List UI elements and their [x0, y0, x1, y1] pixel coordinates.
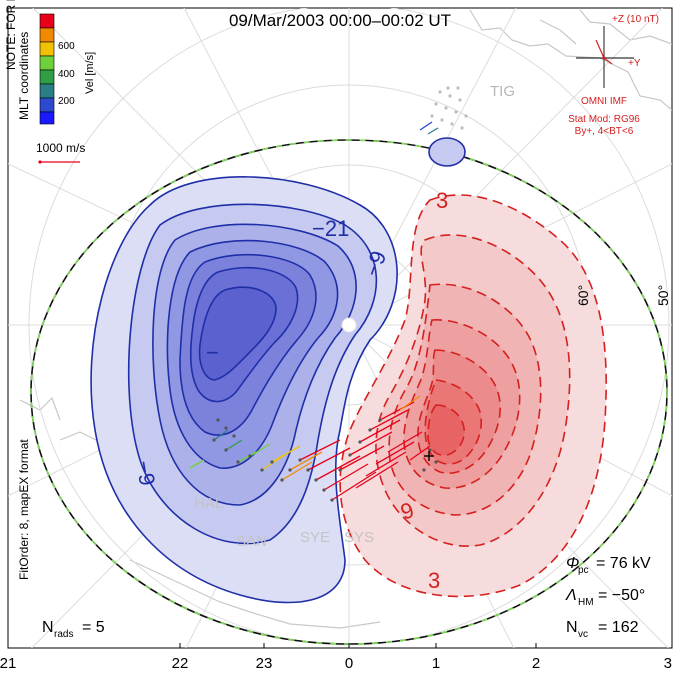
negative-potential-island [428, 137, 466, 167]
contour-label-3-bottom: 3 [428, 568, 440, 593]
velocity-colorbar [39, 13, 55, 125]
phi-pc-stat: Φ pc = 76 kV [566, 555, 651, 576]
lat-label-50: 50° [655, 285, 671, 306]
mlt-tick-3: 3 [664, 655, 672, 672]
n-rads-value: = 5 [82, 619, 105, 636]
station-label-hal: HAL [194, 495, 223, 512]
svg-text:pc: pc [578, 565, 589, 576]
potential-max-cross-icon [424, 451, 434, 461]
lambda-hm-value: = −50° [598, 587, 645, 604]
lambda-hm-stat: Λ HM = −50° [565, 587, 645, 608]
colorbar-tick-400: 400 [58, 69, 75, 80]
colorbar-tick-200: 200 [58, 96, 75, 107]
contour-label-minus: − [206, 340, 219, 365]
preview-note: NOTE: FOR PREVIEW PURPOSES ONLY. PLEASE … [4, 0, 18, 70]
svg-text:N: N [566, 619, 578, 636]
svg-text:vc: vc [578, 629, 588, 640]
positive-potential-cell [339, 194, 607, 598]
station-label-san: SAN [236, 533, 267, 550]
velocity-vectors [189, 121, 439, 501]
map-title: 09/Mar/2003 00:00–00:02 UT [229, 11, 451, 30]
fit-order-label: FitOrder: 8, mapEX format [17, 439, 31, 580]
coords-label: MLT coordinates [17, 32, 31, 120]
stat-model-label: Stat Mod: RG96 [568, 114, 640, 125]
phi-pc-value: = 76 kV [596, 555, 651, 572]
svg-text:Λ: Λ [565, 587, 577, 604]
scale-vector-label: 1000 m/s [36, 141, 85, 155]
n-rads-stat: N rads = 5 [42, 619, 105, 640]
mlt-tick-22: 22 [172, 655, 189, 672]
contour-label-neg21: −21 [312, 216, 349, 241]
negative-potential-cell [90, 176, 398, 604]
svg-text:N: N [42, 619, 54, 636]
svg-text:rads: rads [54, 629, 73, 640]
geomagnetic-pole-marker [341, 317, 357, 333]
mlt-tick-21: 21 [0, 655, 16, 672]
scale-vector [38, 160, 80, 164]
mlt-tick-2: 2 [532, 655, 540, 672]
contour-label-neg9-left: −9 [131, 459, 160, 488]
velocity-vector-origins [212, 418, 438, 502]
n-vc-stat: N vc = 162 [566, 619, 639, 640]
station-label-sye: SYE [300, 529, 330, 546]
imf-z-label: +Z (10 nT) [612, 14, 659, 25]
mlt-tick-1: 1 [432, 655, 440, 672]
mlt-axis [7, 643, 673, 648]
imf-clock-dial [576, 26, 634, 88]
colorbar-label: Vel [m/s] [84, 52, 96, 94]
colorbar-tick-600: 600 [58, 41, 75, 52]
stat-model-condition: By+, 4<BT<6 [575, 126, 634, 137]
imf-source-label: OMNI IMF [581, 96, 627, 107]
contour-label-3-top: 3 [436, 188, 448, 213]
svg-text:Φ: Φ [566, 555, 579, 572]
imf-y-label: +Y [628, 58, 641, 69]
station-label-sys: SYS [344, 529, 374, 546]
lat-label-60: 60° [575, 285, 591, 306]
n-vc-value: = 162 [598, 619, 639, 636]
svg-text:HM: HM [578, 597, 594, 608]
station-label-tig: TIG [490, 83, 515, 100]
tig-footprint-dots [430, 86, 468, 130]
mlt-tick-0: 0 [345, 655, 353, 672]
mlt-tick-23: 23 [256, 655, 273, 672]
